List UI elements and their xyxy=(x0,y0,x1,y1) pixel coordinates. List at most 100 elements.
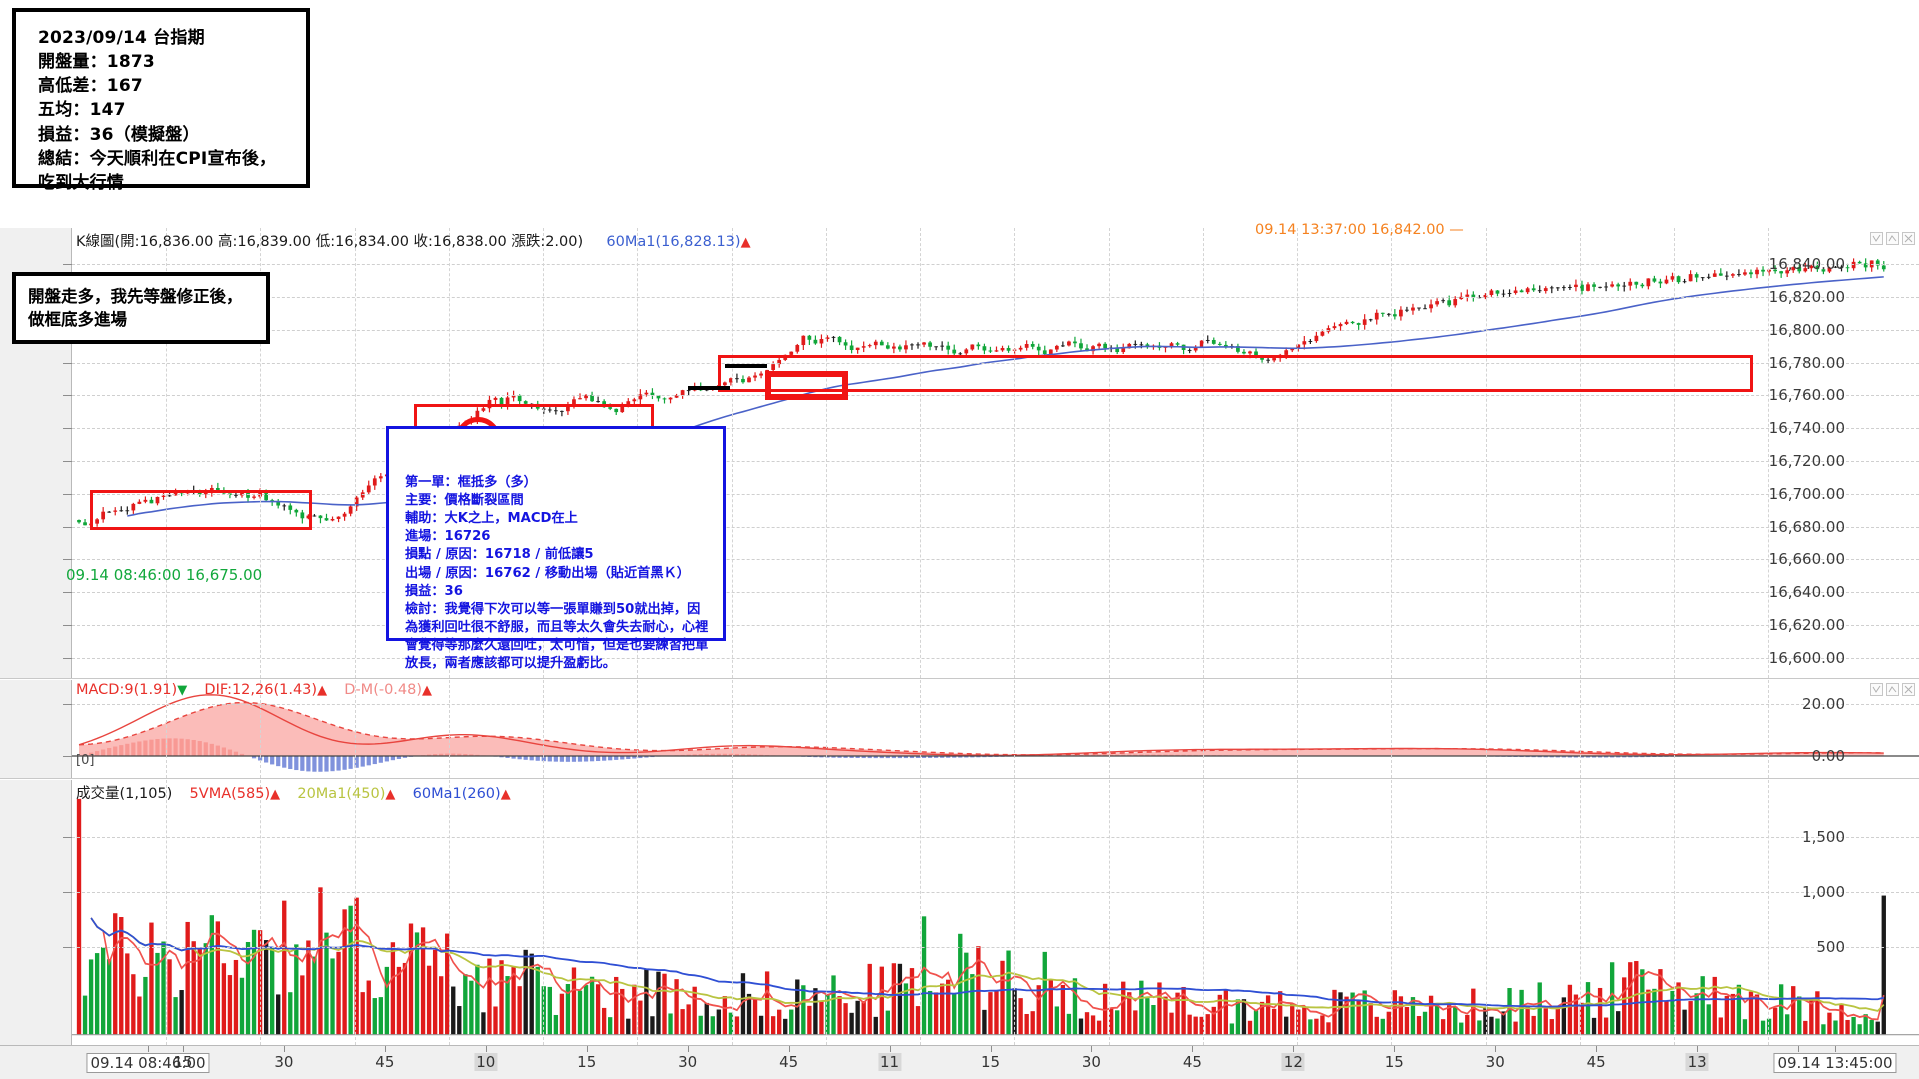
vma5-arrow-icon xyxy=(270,786,280,802)
price-tick xyxy=(63,461,72,462)
panel-divider xyxy=(0,778,1919,779)
gridline-vertical xyxy=(1768,228,1770,678)
gridline xyxy=(72,493,1919,495)
time-tick xyxy=(1091,1046,1093,1052)
macd-panel-buttons[interactable] xyxy=(1870,683,1915,696)
gridline-vertical xyxy=(354,680,356,778)
time-tick xyxy=(1495,1046,1497,1052)
maximize-panel-icon[interactable] xyxy=(1886,683,1899,696)
time-tick xyxy=(1293,1046,1295,1052)
volume-panel-header: 成交量(1,105) 5VMA(585) 20Ma1(450) 60Ma1(26… xyxy=(76,782,511,803)
gridline-vertical xyxy=(731,780,733,1045)
gridline-vertical xyxy=(260,680,262,778)
gridline-vertical xyxy=(1579,780,1581,1045)
gridline-vertical xyxy=(1485,780,1487,1045)
minimize-panel-icon[interactable] xyxy=(1870,683,1883,696)
gridline-vertical xyxy=(166,680,168,778)
time-axis[interactable]: 09.14 08:46:00 15 30 45 10 15 30 45 11 15 30 45 12 15… xyxy=(0,1045,1919,1079)
time-tick xyxy=(1835,1046,1836,1052)
gridline-vertical xyxy=(1579,228,1581,678)
volume-tick-label: 1,500 xyxy=(1802,828,1845,847)
time-tick xyxy=(1596,1046,1598,1052)
dif-value-label: DIF:12,26(1.43) xyxy=(204,682,318,698)
gridline xyxy=(72,264,1919,266)
price-level-marker[interactable] xyxy=(688,385,731,390)
trade-review-text: 第一單：框抵多（多） 主要：價格斷裂區間 輔助：大K之上，MACD在上 進場：1… xyxy=(405,475,709,671)
gridline-vertical xyxy=(1391,780,1393,1045)
daily-summary-text: 2023/09/14 台指期 開盤量：1873 高低差：167 五均：147 損… xyxy=(38,28,277,193)
ma60-arrow-icon xyxy=(741,234,751,250)
macd-axis[interactable] xyxy=(0,680,72,778)
minimize-panel-icon[interactable] xyxy=(1870,232,1883,245)
time-tick xyxy=(889,1046,891,1052)
price-tick xyxy=(63,526,72,528)
entry-plan-text: 開盤走多，我先等盤修正後，做框底多進場 xyxy=(28,286,243,329)
macd-value-label: MACD:9(1.91) xyxy=(76,682,178,698)
gridline xyxy=(72,297,1919,299)
macd-tick-label: 20.00 xyxy=(1802,695,1845,713)
gridline-vertical xyxy=(1014,228,1016,678)
volume-axis[interactable] xyxy=(0,780,72,1079)
maximize-panel-icon[interactable] xyxy=(1886,232,1899,245)
gridline-vertical xyxy=(1579,680,1581,778)
time-tick-label: 15 xyxy=(577,1053,597,1071)
macd-panel[interactable]: 20.00 0.00 MACD:9(1.91) DIF:12,26(1.43) D… xyxy=(0,680,1919,778)
gridline-vertical xyxy=(731,228,733,678)
gridline-vertical xyxy=(637,780,639,1045)
price-panel-header: K線圖(開:16,836.00 高:16,839.00 低:16,834.00 … xyxy=(76,230,751,251)
time-tick xyxy=(1192,1046,1194,1052)
time-tick xyxy=(788,1046,790,1052)
time-tick xyxy=(586,1046,588,1052)
range-box-marker[interactable] xyxy=(718,354,1753,393)
volume-value-label: 成交量(1,105) xyxy=(76,786,173,802)
price-tick xyxy=(63,428,72,430)
time-tick-label: 45 xyxy=(1182,1053,1202,1071)
time-tick-label: 09.14 08:46:00 xyxy=(86,1053,210,1073)
time-tick-label: 12 xyxy=(1281,1053,1305,1071)
gridline xyxy=(72,624,1919,626)
vma5-line xyxy=(90,917,1885,1021)
time-tick xyxy=(1697,1046,1699,1052)
gridline-vertical xyxy=(1768,680,1770,778)
vma60-line xyxy=(90,917,1884,1008)
price-tick-label: 16,700.00 xyxy=(1768,484,1845,503)
gridline-vertical xyxy=(920,228,922,678)
chart-area[interactable]: 16,840.00 16,820.00 16,800.00 16,780.00 16,7… xyxy=(0,222,1919,1079)
ma60-label: 60Ma1(16,828.13) xyxy=(606,234,741,250)
macd-plot[interactable] xyxy=(72,680,1919,778)
gridline-vertical xyxy=(260,228,262,678)
kline-ohlc-label: K線圖(開:16,836.00 高:16,839.00 低:16,834.00 … xyxy=(76,234,584,250)
time-tick-label: 45 xyxy=(779,1053,799,1071)
gridline-vertical xyxy=(166,780,168,1045)
gridline-vertical xyxy=(920,680,922,778)
time-tick-label: 15 xyxy=(980,1053,1001,1071)
price-tick-label: 16,800.00 xyxy=(1768,320,1845,339)
gridline-vertical xyxy=(354,780,356,1045)
gridline-vertical xyxy=(637,680,639,778)
gridline-vertical xyxy=(1108,680,1110,778)
range-box-marker[interactable] xyxy=(90,490,313,530)
entry-plan-note: 開盤走多，我先等盤修正後，做框底多進場 xyxy=(12,272,270,344)
price-tick-label: 16,760.00 xyxy=(1768,386,1845,405)
time-tick-label: 30 xyxy=(1081,1053,1101,1071)
range-box-marker[interactable] xyxy=(764,370,848,401)
close-panel-icon[interactable] xyxy=(1902,232,1915,245)
vma60-label: 60Ma1(260) xyxy=(412,786,501,802)
volume-plot[interactable] xyxy=(72,780,1919,1045)
daily-summary-note: 2023/09/14 台指期 開盤量：1873 高低差：167 五均：147 損… xyxy=(12,8,310,193)
price-panel[interactable]: 16,840.00 16,820.00 16,800.00 16,780.00 16,7… xyxy=(0,222,1919,678)
price-level-marker[interactable] xyxy=(725,364,768,369)
gridline-vertical xyxy=(1391,228,1393,678)
dem-line xyxy=(78,701,1884,756)
gridline-vertical xyxy=(1202,680,1204,778)
price-plot[interactable] xyxy=(72,228,1919,678)
volume-tick xyxy=(63,837,72,839)
gridline-vertical xyxy=(543,680,545,778)
macd-tick xyxy=(63,756,72,757)
gridline-vertical xyxy=(543,780,545,1045)
close-panel-icon[interactable] xyxy=(1902,683,1915,696)
volume-panel[interactable]: 1,500 1,000 500 成交量(1,105) 5VMA(585) 20Ma1… xyxy=(0,780,1919,1079)
time-tick-label: 45 xyxy=(375,1053,395,1071)
price-panel-buttons[interactable] xyxy=(1870,232,1915,245)
